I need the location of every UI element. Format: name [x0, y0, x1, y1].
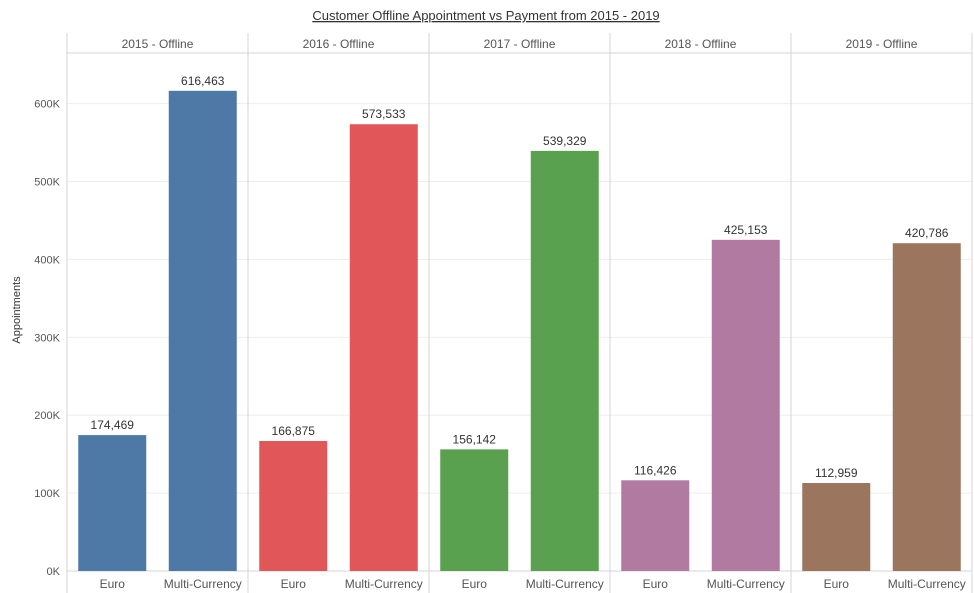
data-label: 174,469: [91, 418, 135, 432]
data-label: 112,959: [815, 466, 858, 480]
y-tick-label: 100K: [34, 488, 60, 500]
panel-header: 2018 - Offline: [665, 37, 737, 51]
y-tick-label: 300K: [34, 332, 60, 344]
data-label: 539,329: [543, 134, 587, 148]
category-label: Euro: [643, 577, 669, 591]
bar: [78, 435, 147, 571]
chart-title: Customer Offline Appointment vs Payment …: [312, 8, 659, 23]
bar: [802, 483, 871, 571]
y-tick-label: 0K: [47, 566, 61, 578]
data-label: 425,153: [724, 223, 768, 237]
data-label: 156,142: [453, 432, 497, 446]
panel-header: 2017 - Offline: [484, 37, 556, 51]
category-label: Euro: [281, 577, 307, 591]
y-tick-label: 400K: [34, 254, 60, 266]
bar: [711, 239, 780, 571]
category-label: Multi-Currency: [888, 577, 966, 591]
bar: [259, 441, 328, 571]
panel-header: 2015 - Offline: [122, 37, 194, 51]
category-label: Euro: [462, 577, 488, 591]
bar: [168, 90, 237, 571]
panel: 2017 - Offline 156,142 Euro 539,329 Multi-Cu…: [428, 33, 604, 593]
data-label: 420,786: [905, 226, 949, 240]
y-tick-label: 200K: [34, 410, 60, 422]
panel: 2019 - Offline 112,959 Euro 420,786 Multi-Cu…: [790, 33, 973, 593]
data-label: 573,533: [362, 107, 406, 121]
bar: [530, 150, 599, 571]
data-label: 116,426: [634, 463, 677, 477]
category-label: Euro: [824, 577, 850, 591]
category-label: Multi-Currency: [164, 577, 242, 591]
bar: [440, 449, 509, 571]
category-label: Multi-Currency: [526, 577, 604, 591]
category-label: Multi-Currency: [345, 577, 423, 591]
bar: [349, 124, 418, 571]
panels: 2015 - Offline 174,469 Euro 616,463 Multi-Cu…: [66, 33, 973, 593]
y-axis-ticks: 0K 100K 200K 300K 400K 500K 600K: [34, 99, 60, 578]
y-tick-label: 600K: [34, 99, 60, 111]
panel: 2016 - Offline 166,875 Euro 573,533 Multi-Cu…: [247, 33, 423, 593]
bar: [892, 243, 961, 571]
bar: [621, 480, 690, 571]
panel-header: 2019 - Offline: [846, 37, 918, 51]
data-label: 616,463: [181, 74, 225, 88]
panel: 2015 - Offline 174,469 Euro 616,463 Multi-Cu…: [66, 33, 242, 593]
y-tick-label: 500K: [34, 177, 60, 189]
y-axis-title: Appointments: [11, 276, 23, 344]
category-label: Multi-Currency: [707, 577, 785, 591]
panel-header: 2016 - Offline: [303, 37, 375, 51]
category-label: Euro: [100, 577, 126, 591]
data-label: 166,875: [272, 424, 316, 438]
panel: 2018 - Offline 116,426 Euro 425,153 Multi-Cu…: [609, 33, 785, 593]
